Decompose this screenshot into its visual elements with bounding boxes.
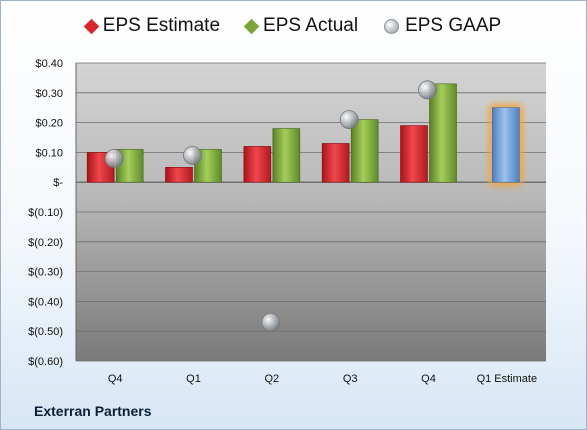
y-tick-label: $0.30: [35, 88, 63, 100]
legend: EPS Estimate EPS Actual EPS GAAP: [1, 15, 586, 37]
x-tick-label: Q4: [108, 373, 123, 385]
bar-eps-actual: [429, 83, 457, 183]
bar-eps-estimate: [321, 143, 350, 183]
bar-eps-estimate: [400, 125, 428, 183]
bar-eps-estimate: [165, 167, 193, 183]
y-tick-label: $(0.30): [28, 267, 63, 279]
bar-eps-actual: [350, 119, 379, 183]
y-tick-label: $(0.50): [28, 326, 63, 338]
point-eps-gaap: [183, 145, 202, 165]
y-tick-label: $(0.20): [28, 237, 63, 249]
x-tick-label: Q3: [343, 373, 358, 385]
y-tick-label: $(0.60): [28, 356, 63, 368]
bar-eps-estimate: [243, 146, 272, 183]
y-tick-label: $(0.40): [28, 296, 63, 308]
y-tick-label: $-: [53, 177, 63, 189]
legend-label-gaap: EPS GAAP: [405, 15, 502, 36]
legend-item-gaap: EPS GAAP: [384, 15, 501, 37]
x-tick-label: Q1 Estimate: [477, 373, 538, 385]
y-tick-label: $0.20: [35, 118, 63, 130]
x-tick-label: Q1: [186, 373, 201, 385]
point-eps-gaap: [261, 312, 281, 332]
legend-item-actual: EPS Actual: [243, 15, 359, 37]
legend-label-estimate: EPS Estimate: [102, 15, 221, 36]
y-tick-label: $0.10: [35, 147, 63, 159]
point-eps-gaap: [339, 110, 359, 130]
legend-label-actual: EPS Actual: [263, 15, 359, 36]
bar-future-estimate: [492, 107, 520, 183]
point-eps-gaap: [104, 148, 124, 168]
company-name: Exterran Partners: [34, 403, 152, 419]
x-tick-label: Q4: [421, 373, 436, 385]
legend-item-estimate: EPS Estimate: [83, 15, 221, 37]
y-tick-label: $(0.10): [28, 207, 63, 219]
gaap-swatch-icon: [384, 18, 400, 34]
x-tick-label: Q2: [264, 373, 279, 385]
bar-eps-actual: [272, 128, 301, 183]
point-eps-gaap: [418, 80, 437, 100]
y-tick-label: $0.40: [35, 58, 63, 70]
